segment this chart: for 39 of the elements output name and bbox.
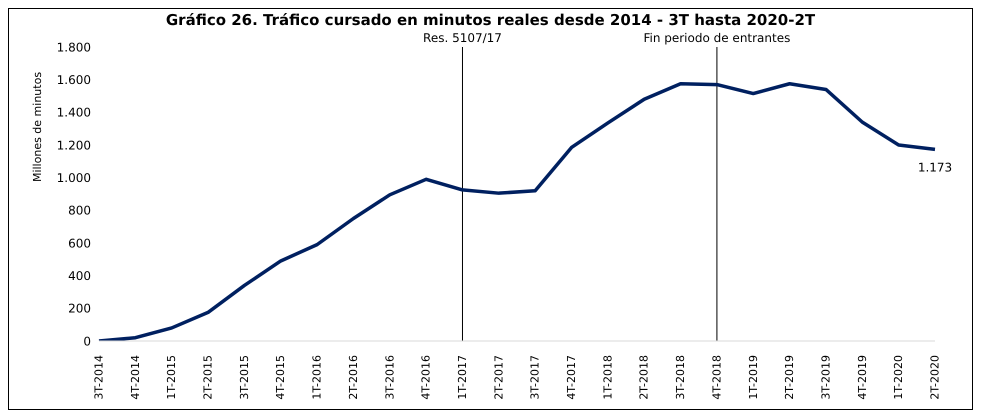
x-tick-label: 1T-2020 bbox=[892, 355, 906, 400]
y-tick-label: 1.000 bbox=[56, 170, 91, 185]
x-tick-label: 1T-2016 bbox=[310, 355, 324, 400]
x-tick-label: 2T-2020 bbox=[928, 355, 942, 400]
x-tick-label: 3T-2018 bbox=[674, 355, 688, 400]
x-tick-label: 1T-2017 bbox=[456, 355, 469, 400]
x-tick-label: 3T-2016 bbox=[383, 355, 396, 400]
x-tick-label: 4T-2019 bbox=[856, 355, 869, 400]
y-axis-title: Millones de minutos bbox=[31, 72, 44, 182]
y-tick-label: 200 bbox=[68, 302, 91, 316]
x-tick-label: 4T-2015 bbox=[274, 355, 288, 400]
ref-line-label: Fin periodo de entrantes bbox=[643, 31, 790, 45]
x-tick-label: 3T-2019 bbox=[819, 355, 832, 400]
data-label: 1.173 bbox=[918, 160, 952, 174]
x-tick-label: 2T-2016 bbox=[346, 355, 360, 400]
x-tick-label: 1T-2015 bbox=[165, 355, 178, 400]
x-tick-label: 2T-2017 bbox=[492, 355, 506, 400]
y-tick-label: 800 bbox=[68, 204, 91, 218]
x-tick-label: 4T-2016 bbox=[420, 355, 433, 400]
x-tick-label: 3T-2015 bbox=[238, 355, 251, 400]
x-tick-label: 2T-2019 bbox=[783, 355, 796, 400]
x-tick-label: 1T-2018 bbox=[601, 355, 614, 400]
x-tick-label: 3T-2014 bbox=[92, 355, 106, 400]
x-tick-label: 2T-2015 bbox=[202, 355, 215, 400]
x-tick-label: 1T-2019 bbox=[746, 355, 760, 400]
y-tick-label: 0 bbox=[83, 334, 91, 348]
y-tick-label: 1.400 bbox=[56, 106, 91, 120]
y-tick-label: 1.200 bbox=[56, 138, 91, 152]
y-tick-label: 1.800 bbox=[56, 40, 91, 54]
x-tick-label: 4T-2017 bbox=[565, 355, 578, 400]
chart-title: Gráfico 26. Tráfico cursado en minutos reales desde 2014 - 3T hasta 2020-2T bbox=[164, 11, 816, 29]
x-tick-label: 2T-2018 bbox=[638, 355, 651, 400]
ref-line-label: Res. 5107/17 bbox=[423, 31, 502, 45]
y-tick-label: 600 bbox=[68, 236, 91, 250]
y-tick-label: 400 bbox=[68, 268, 91, 283]
x-tick-label: 4T-2014 bbox=[128, 355, 142, 400]
x-tick-label: 3T-2017 bbox=[528, 355, 542, 400]
x-tick-label: 4T-2018 bbox=[710, 355, 724, 400]
y-tick-label: 1.600 bbox=[56, 72, 91, 87]
